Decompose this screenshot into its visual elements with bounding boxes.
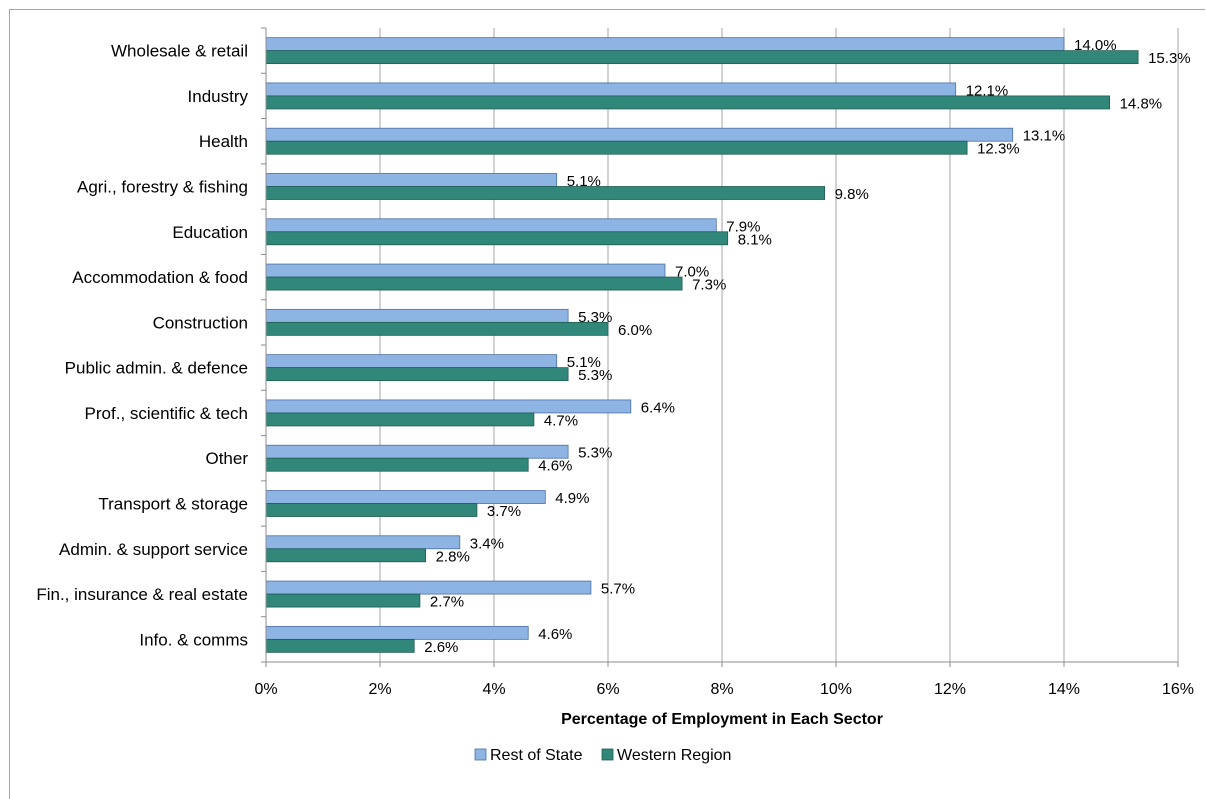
category-label: Accommodation & food [72, 268, 248, 287]
data-label: 5.1% [567, 173, 601, 190]
gridlines [379, 28, 1179, 662]
x-tick-label: 10% [820, 681, 852, 698]
bar-rest-of-state [265, 625, 529, 640]
bar-rest-of-state [265, 308, 569, 323]
bar-western-region [265, 638, 415, 653]
data-label: 3.4% [470, 535, 504, 552]
bar-western-region [265, 140, 968, 155]
category-label: Admin. & support service [59, 540, 248, 559]
bar-western-region [265, 50, 1139, 65]
data-label: 14.0% [1074, 37, 1117, 54]
bar-western-region [265, 321, 609, 336]
category-label: Agri., forestry & fishing [77, 178, 248, 197]
data-label: 4.7% [544, 412, 578, 429]
data-label: 5.7% [601, 581, 635, 598]
bar-western-region [265, 548, 427, 563]
data-label: 7.9% [726, 218, 760, 235]
bar-western-region [265, 412, 535, 427]
bar-western-region [265, 593, 421, 608]
legend[interactable]: Rest of State Western Region [474, 747, 731, 764]
data-label: 2.7% [430, 594, 464, 611]
bar-western-region [265, 367, 569, 382]
data-label: 13.1% [1023, 128, 1066, 145]
data-label: 14.8% [1120, 95, 1163, 112]
category-label: Industry [188, 87, 249, 106]
data-label: 6.0% [618, 322, 652, 339]
category-label: Education [172, 223, 248, 242]
bars [265, 37, 1139, 653]
legend-label: Western Region [617, 747, 731, 764]
data-labels: 14.0% 15.3% 12.1% 14.8% 13.1%12.3% 5.1% 9.8% 7.… [424, 37, 1190, 656]
data-label: 3.7% [487, 503, 521, 520]
bar-rest-of-state [265, 218, 717, 233]
data-label: 5.3% [578, 367, 612, 384]
data-label: 6.4% [641, 399, 675, 416]
data-label: 8.1% [738, 231, 772, 248]
x-axis-title: Percentage of Employment in Each Sector [561, 711, 883, 728]
bar-rest-of-state [265, 535, 461, 550]
bar-western-region [265, 186, 825, 200]
legend-label: Rest of State [490, 747, 583, 764]
bar-rest-of-state [265, 490, 546, 504]
data-label: 15.3% [1148, 50, 1191, 67]
category-label: Public admin. & defence [65, 359, 248, 378]
data-label: 12.1% [966, 82, 1009, 99]
x-tick-label: 4% [482, 681, 505, 698]
data-label: 5.1% [567, 354, 601, 371]
bar-rest-of-state [265, 37, 1065, 52]
legend-item-western-region[interactable]: Western Region [601, 747, 731, 764]
bar-rest-of-state [265, 82, 957, 97]
category-label: Construction [153, 313, 248, 332]
x-tick-label: 6% [596, 681, 619, 698]
category-label: Prof., scientific & tech [85, 404, 248, 423]
data-label: 7.3% [692, 277, 726, 294]
bar-western-region [265, 457, 529, 472]
chart-frame [9, 9, 1205, 799]
legend-item-rest-of-state[interactable]: Rest of State [474, 747, 583, 764]
data-label: 4.9% [555, 490, 589, 507]
axes: 0% 2% 4% 6% 8% 10% 12% 14% 16% Wholesale & retail… [36, 27, 1194, 698]
bar-western-region [265, 503, 478, 517]
data-label: 2.6% [424, 639, 458, 656]
data-label: 4.6% [538, 626, 572, 643]
data-label: 2.8% [436, 548, 470, 565]
data-label: 4.6% [538, 458, 572, 475]
category-label: Info. & comms [139, 630, 248, 649]
category-label: Wholesale & retail [111, 42, 248, 61]
data-label: 5.3% [578, 309, 612, 326]
x-tick-label: 16% [1162, 681, 1194, 698]
legend-swatch [474, 748, 487, 761]
data-label: 12.3% [977, 141, 1020, 158]
data-label: 9.8% [835, 186, 869, 203]
category-label: Health [199, 132, 248, 151]
bar-rest-of-state [265, 127, 1014, 142]
bar-rest-of-state [265, 580, 592, 595]
data-label: 7.0% [675, 264, 709, 281]
bar-rest-of-state [265, 354, 558, 369]
bar-rest-of-state [265, 399, 632, 414]
legend-swatch [601, 748, 614, 761]
bar-rest-of-state [265, 173, 558, 187]
category-label: Fin., insurance & real estate [36, 585, 248, 604]
category-label: Transport & storage [98, 495, 248, 514]
x-tick-label: 14% [1048, 681, 1080, 698]
data-label: 5.3% [578, 445, 612, 462]
x-tick-label: 0% [254, 681, 277, 698]
x-tick-label: 12% [934, 681, 966, 698]
category-label: Other [205, 449, 248, 468]
x-tick-label: 8% [710, 681, 733, 698]
bar-rest-of-state [265, 444, 569, 459]
x-tick-label: 2% [368, 681, 391, 698]
bar-rest-of-state [265, 263, 666, 278]
bar-western-region [265, 231, 729, 246]
bar-western-region [265, 276, 683, 291]
